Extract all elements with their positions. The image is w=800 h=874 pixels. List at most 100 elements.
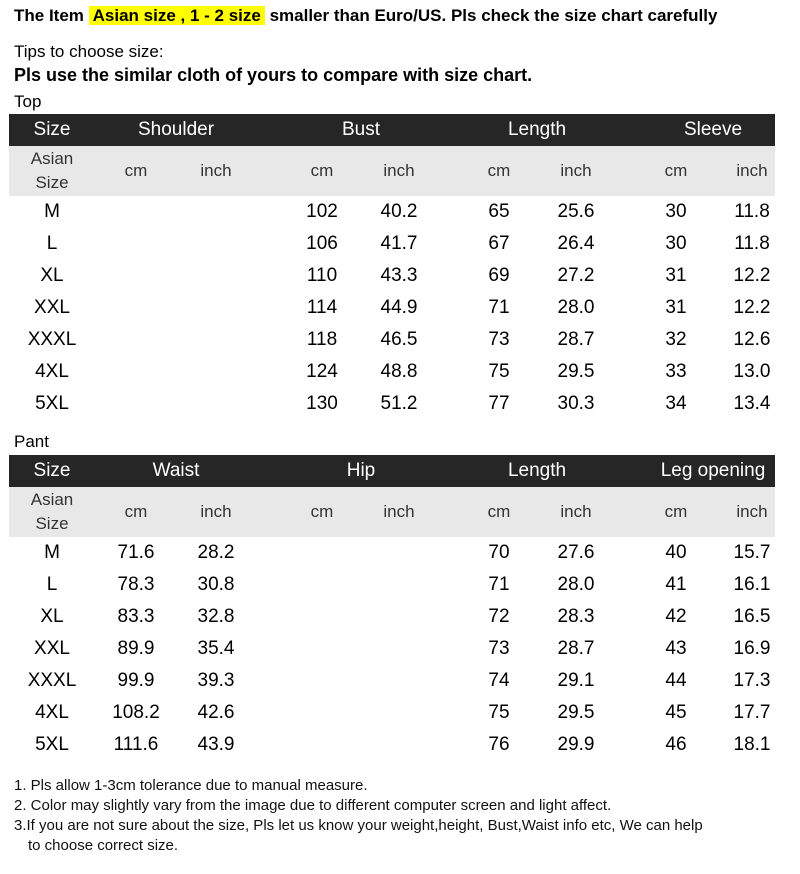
measurement-cell: 30.3 xyxy=(557,393,595,414)
measurement-cell: 42.6 xyxy=(197,702,235,723)
measurement-cell: 12.2 xyxy=(733,265,771,286)
measurement-cell: 15.7 xyxy=(733,542,771,563)
measurement-cell: 75 xyxy=(488,702,510,723)
asian-size-label: Asian xyxy=(30,149,74,168)
measurement-cell: 108.2 xyxy=(112,702,160,723)
measurement-cell: 124 xyxy=(306,361,338,382)
table-row: M 71.6 28.2 70 27.6 40 15.7 xyxy=(9,537,775,569)
measurement-cell: 29.5 xyxy=(557,702,595,723)
size-cell: 5XL xyxy=(35,734,69,755)
measurement-cell: 13.0 xyxy=(733,361,771,382)
measurement-cell: 99.9 xyxy=(117,670,155,691)
pant-unit-label: cm xyxy=(487,502,511,521)
table-row: 4XL 124 48.8 75 29.5 33 13.0 xyxy=(9,356,775,388)
size-cell: XXL xyxy=(34,297,70,318)
pant-unit-label: inch xyxy=(736,502,768,521)
table-row: XL 83.3 32.8 72 28.3 42 16.5 xyxy=(9,601,775,633)
measurement-cell: 114 xyxy=(306,297,338,318)
measurement-cell: 118 xyxy=(306,329,338,350)
measurement-cell: 33 xyxy=(665,361,687,382)
measurement-cell: 43.3 xyxy=(380,265,418,286)
measurement-cell: 28.2 xyxy=(197,542,235,563)
measurement-cell: 30 xyxy=(665,233,687,254)
table-row: 5XL 111.6 43.9 76 29.9 46 18.1 xyxy=(9,729,775,761)
measurement-cell: 35.4 xyxy=(197,638,235,659)
pant-header-row: Size Waist Hip Length Leg opening xyxy=(9,455,775,487)
pant-asian-size-header: Asian Size xyxy=(12,488,92,536)
headline-prefix: The Item xyxy=(14,6,84,25)
asian-size-label: Size xyxy=(35,514,69,533)
measurement-cell: 32 xyxy=(665,329,687,350)
measurement-cell: 111.6 xyxy=(113,734,159,755)
size-cell: M xyxy=(44,201,60,222)
measurement-cell: 73 xyxy=(488,638,510,659)
measurement-cell: 51.2 xyxy=(380,393,418,414)
pant-column-header: Length xyxy=(507,460,567,481)
measurement-cell: 42 xyxy=(665,606,687,627)
measurement-cell: 71 xyxy=(488,297,510,318)
measurement-cell: 28.0 xyxy=(557,574,595,595)
measurement-cell: 69 xyxy=(488,265,510,286)
measurement-cell: 83.3 xyxy=(117,606,155,627)
measurement-cell: 28.3 xyxy=(557,606,595,627)
top-unit-label: inch xyxy=(560,161,592,180)
measurement-cell: 74 xyxy=(488,670,510,691)
measurement-cell: 71.6 xyxy=(117,542,155,563)
table-row: XL 110 43.3 69 27.2 31 12.2 xyxy=(9,260,775,292)
pant-section-label: Pant xyxy=(14,432,49,451)
size-cell: 4XL xyxy=(35,702,69,723)
measurement-cell: 102 xyxy=(306,201,338,222)
size-cell: XXXL xyxy=(27,670,77,691)
measurement-cell: 11.8 xyxy=(734,201,770,222)
top-unit-label: cm xyxy=(487,161,511,180)
measurement-cell: 41 xyxy=(665,574,687,595)
size-cell: XL xyxy=(40,265,64,286)
measurement-cell: 28.0 xyxy=(557,297,595,318)
measurement-cell: 32.8 xyxy=(197,606,235,627)
measurement-cell: 28.7 xyxy=(557,329,595,350)
measurement-cell: 48.8 xyxy=(380,361,418,382)
headline: The Item Asian size , 1 - 2 size smaller… xyxy=(14,4,717,28)
tips-instruction: Pls use the similar cloth of yours to co… xyxy=(14,65,533,85)
table-row: L 78.3 30.8 71 28.0 41 16.1 xyxy=(9,569,775,601)
asian-size-label: Size xyxy=(35,173,69,192)
top-unit-label: inch xyxy=(736,161,768,180)
measurement-cell: 75 xyxy=(488,361,510,382)
top-column-header: Bust xyxy=(341,119,381,140)
headline-suffix: smaller than Euro/US. Pls check the size… xyxy=(269,6,718,25)
top-column-header: Size xyxy=(33,119,71,140)
note-2: 2. Color may slightly vary from the imag… xyxy=(14,797,612,814)
size-cell: M xyxy=(44,542,60,563)
table-row: XXXL 99.9 39.3 74 29.1 44 17.3 xyxy=(9,665,775,697)
measurement-cell: 46.5 xyxy=(380,329,418,350)
measurement-cell: 89.9 xyxy=(117,638,155,659)
tips-title: Tips to choose size: xyxy=(14,42,164,61)
note-1: 1. Pls allow 1-3cm tolerance due to manu… xyxy=(14,777,368,794)
table-row: L 106 41.7 67 26.4 30 11.8 xyxy=(9,228,775,260)
top-column-header: Length xyxy=(507,119,567,140)
size-cell: XXL xyxy=(34,638,70,659)
measurement-cell: 16.9 xyxy=(733,638,771,659)
pant-size-table: Size Waist Hip Length Leg opening Asian Size cm… xyxy=(9,455,775,761)
measurement-cell: 29.9 xyxy=(557,734,595,755)
measurement-cell: 45 xyxy=(665,702,687,723)
measurement-cell: 106 xyxy=(306,233,338,254)
pant-unit-row: Asian Size cm inch cm inch cm inch cm inch xyxy=(9,487,775,537)
top-unit-label: inch xyxy=(383,161,415,180)
measurement-cell: 110 xyxy=(306,265,338,286)
measurement-cell: 16.5 xyxy=(733,606,771,627)
table-row: 4XL 108.2 42.6 75 29.5 45 17.7 xyxy=(9,697,775,729)
pant-column-header: Size xyxy=(33,460,71,481)
measurement-cell: 130 xyxy=(306,393,338,414)
pant-column-header: Leg opening xyxy=(660,460,766,481)
pant-unit-label: cm xyxy=(664,502,688,521)
measurement-cell: 12.2 xyxy=(733,297,771,318)
measurement-cell: 16.1 xyxy=(733,574,771,595)
size-cell: XXXL xyxy=(27,329,77,350)
table-row: M 102 40.2 65 25.6 30 11.8 xyxy=(9,196,775,228)
measurement-cell: 46 xyxy=(665,734,687,755)
measurement-cell: 30.8 xyxy=(197,574,235,595)
measurement-cell: 27.2 xyxy=(557,265,595,286)
measurement-cell: 11.8 xyxy=(734,233,770,254)
measurement-cell: 31 xyxy=(665,265,687,286)
